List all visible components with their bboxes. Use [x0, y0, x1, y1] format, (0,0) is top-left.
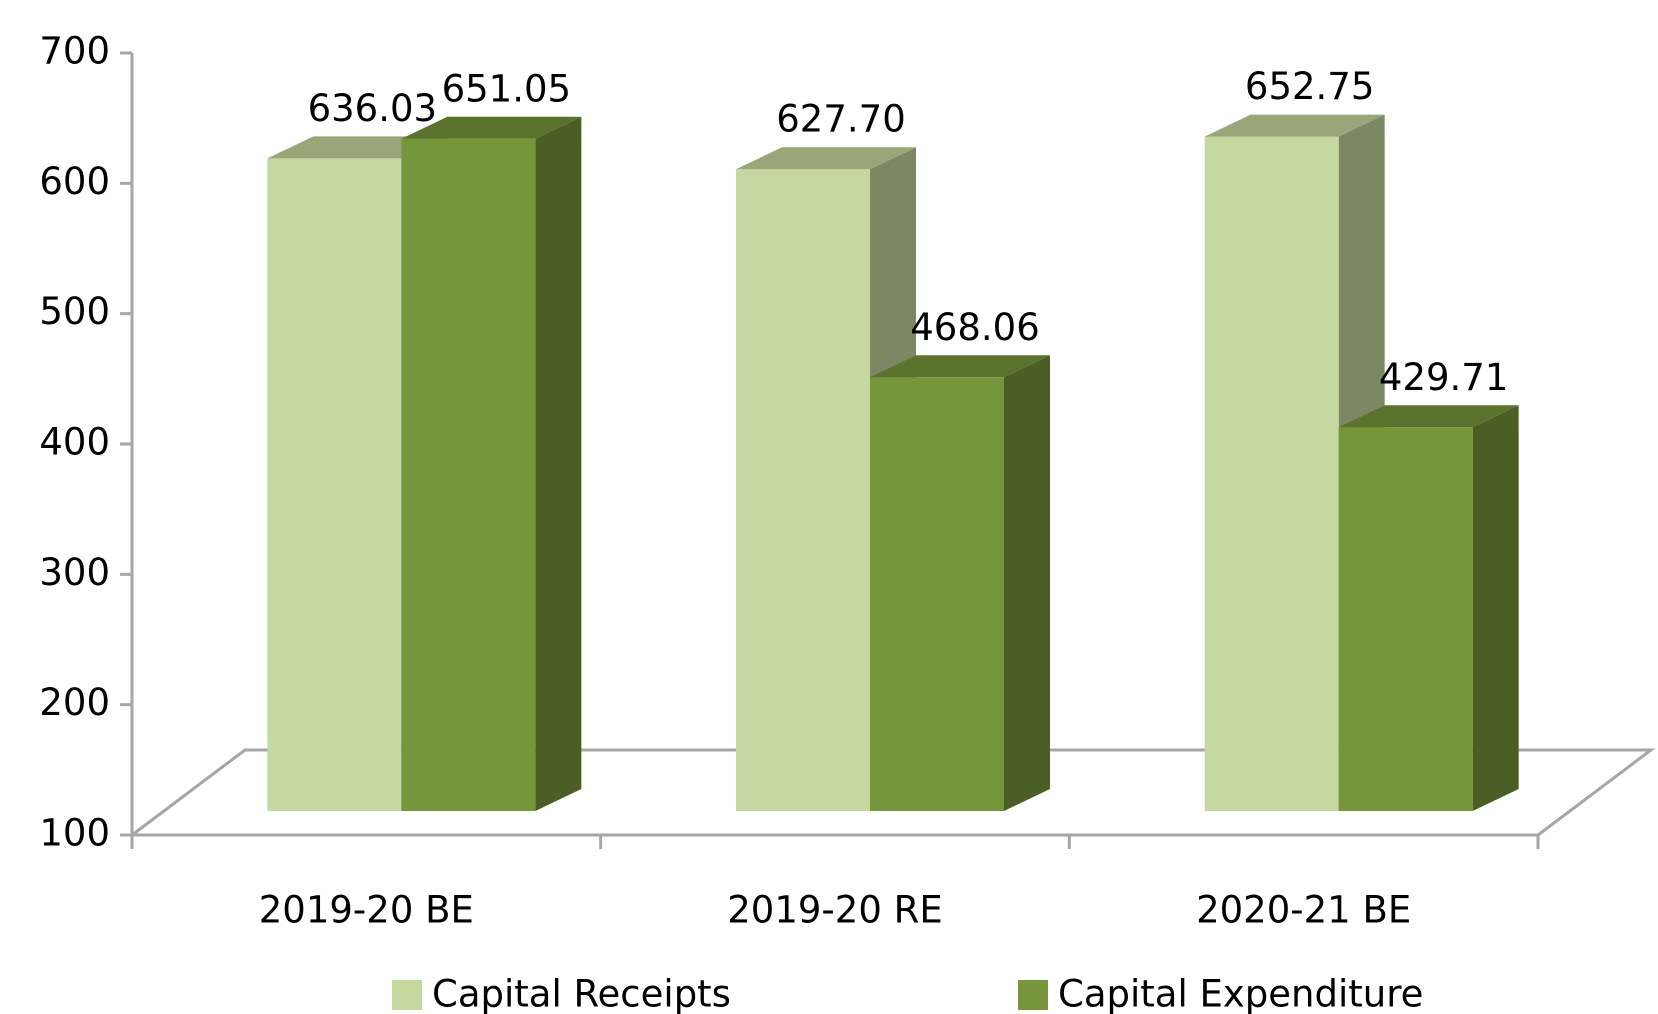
bar-top	[870, 355, 1050, 378]
y-tick-label: 400	[39, 421, 110, 464]
bar-top	[1338, 405, 1519, 428]
y-tick-label: 200	[39, 681, 110, 724]
y-tick-label: 700	[39, 30, 110, 73]
legend-swatch	[1018, 980, 1048, 1010]
x-tick-label: 2019-20 RE	[727, 889, 942, 932]
x-tick-label: 2019-20 BE	[259, 889, 474, 932]
bar	[870, 377, 1004, 811]
bar-side	[1472, 405, 1519, 811]
y-tick-label: 300	[39, 551, 110, 594]
value-label: 636.03	[308, 87, 437, 130]
bar	[267, 158, 402, 811]
bar	[1204, 136, 1339, 811]
bar-top	[401, 116, 582, 139]
bar	[736, 169, 870, 811]
bar-side	[535, 116, 582, 812]
bar	[401, 138, 536, 812]
value-label: 651.05	[442, 67, 571, 110]
bar-top	[1204, 114, 1385, 137]
value-label: 627.70	[776, 98, 905, 141]
legend-label: Capital Receipts	[432, 973, 731, 1014]
bar-top	[736, 147, 916, 170]
x-tick-label: 2020-21 BE	[1196, 889, 1411, 932]
y-tick-label: 600	[39, 160, 110, 203]
value-label: 429.71	[1379, 356, 1508, 399]
legend-swatch	[392, 980, 422, 1010]
value-label: 652.75	[1245, 65, 1374, 108]
value-label: 468.06	[910, 306, 1039, 349]
bar	[1338, 427, 1473, 811]
y-tick-label: 100	[39, 812, 110, 855]
bar-side	[1004, 355, 1050, 811]
y-tick-label: 500	[39, 290, 110, 333]
legend-label: Capital Expenditure	[1058, 973, 1423, 1014]
